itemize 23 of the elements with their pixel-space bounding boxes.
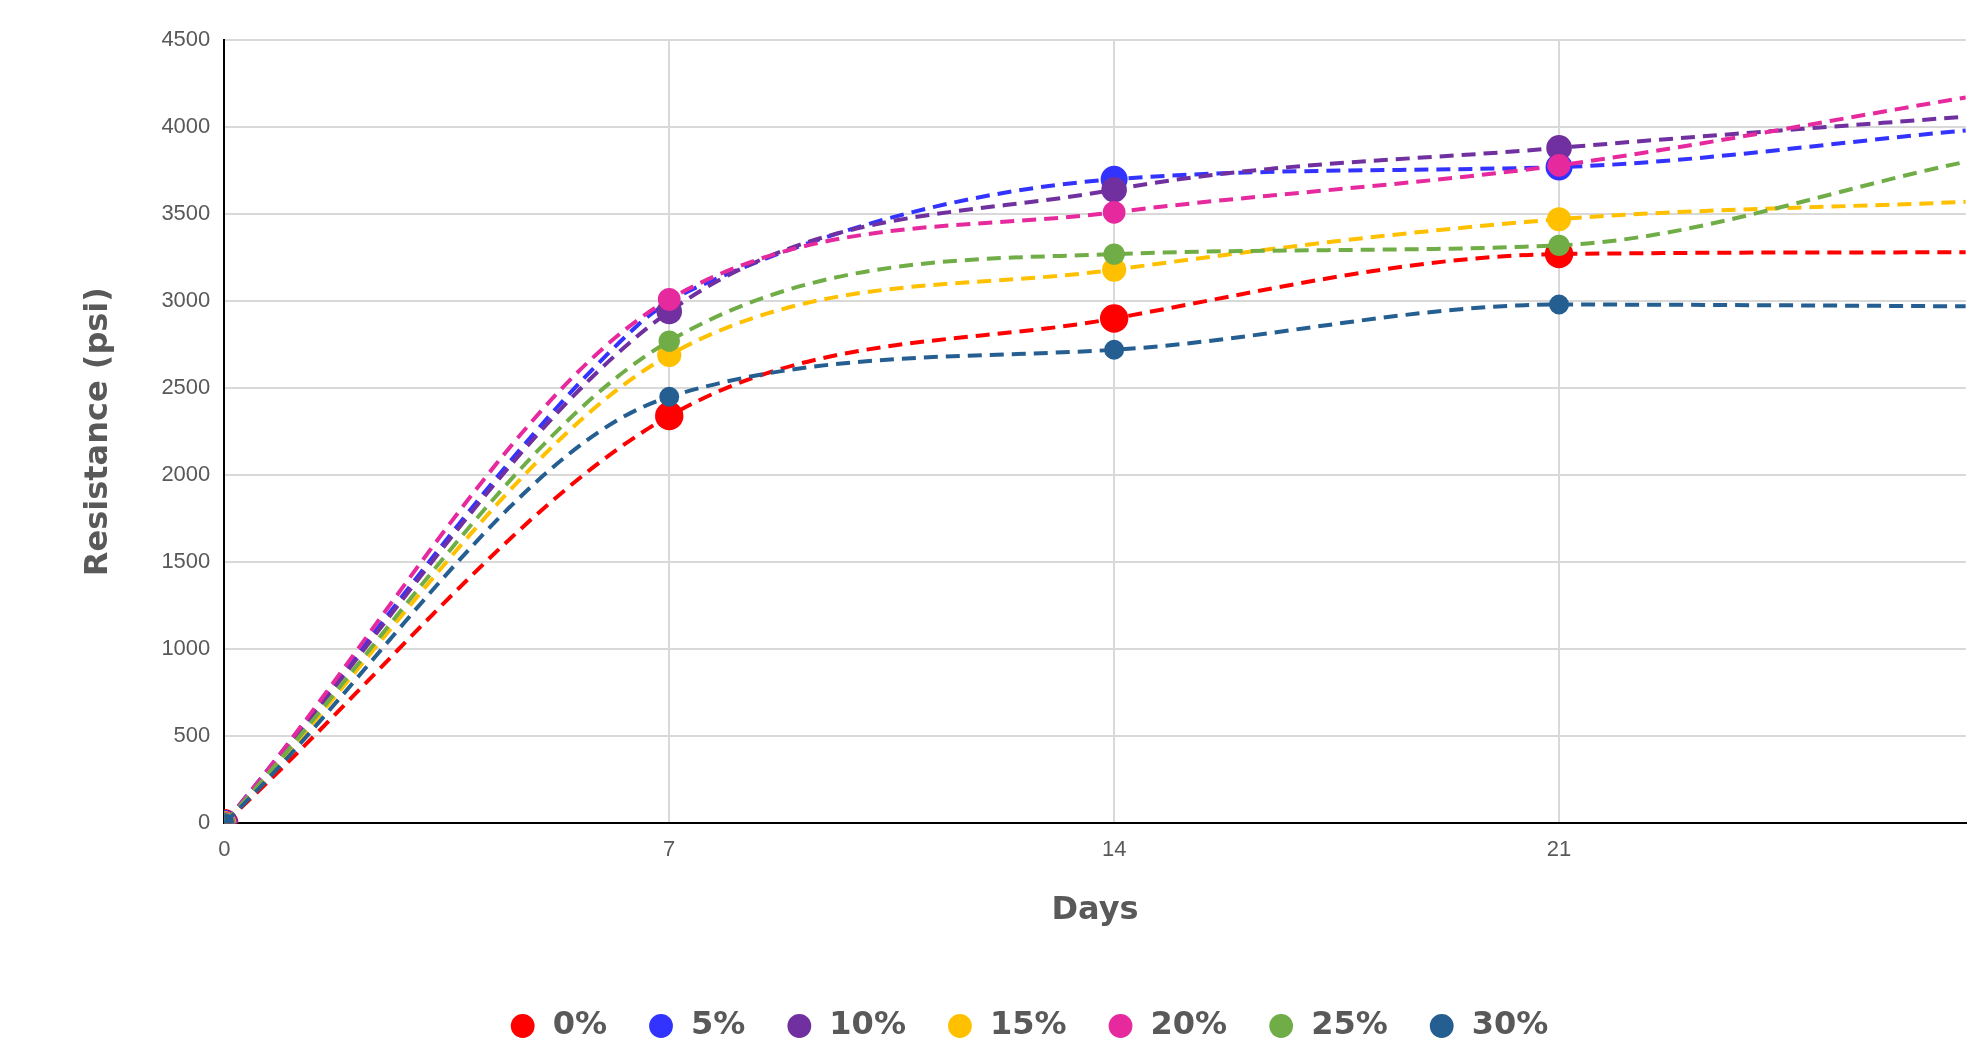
legend-label: 0% [552,1004,608,1043]
y-tick-label: 2000 [161,461,211,487]
x-tick-label: 14 [1101,836,1127,862]
legend-label: 10% [829,1004,906,1043]
y-tick-label: 0 [198,809,211,835]
x-axis-title: Days [1051,889,1139,928]
y-axis-title: Resistance (psi) [76,287,115,577]
legend-label: 20% [1150,1004,1228,1043]
y-tick-label: 1500 [161,548,211,574]
y-tick-label: 4500 [161,26,211,52]
legend-label: 15% [989,1004,1067,1043]
y-tick-label: 2500 [161,374,211,400]
x-tick-label: 21 [1546,836,1572,862]
y-tick-label: 3000 [161,287,211,313]
legend-label: 30% [1471,1004,1549,1043]
y-tick-label: 1000 [161,635,211,661]
legend-label: 25% [1311,1004,1388,1043]
x-tick-label: 0 [218,836,231,862]
legend-label: 5% [691,1004,746,1043]
y-tick-label: 3500 [161,200,211,226]
y-tick-label: 4000 [161,113,211,139]
y-tick-label: 500 [173,722,211,748]
x-tick-label: 7 [663,836,676,862]
